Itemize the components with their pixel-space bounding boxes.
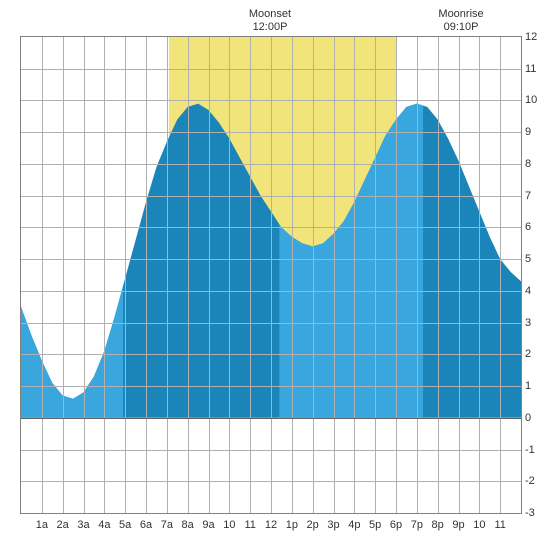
x-tick-label: 10 xyxy=(223,519,235,531)
grid-v xyxy=(63,37,64,513)
x-tick-label: 5a xyxy=(119,519,131,531)
x-tick-label: 7p xyxy=(411,519,423,531)
x-tick-label: 1a xyxy=(36,519,48,531)
y-tick-label: 0 xyxy=(525,412,543,424)
grid-v xyxy=(104,37,105,513)
y-tick-label: 3 xyxy=(525,317,543,329)
grid-h xyxy=(21,259,521,260)
grid-v xyxy=(334,37,335,513)
y-tick-label: 1 xyxy=(525,380,543,392)
x-tick-label: 8a xyxy=(182,519,194,531)
grid-v xyxy=(250,37,251,513)
tide-moon-chart: Moonset 12:00P Moonrise 09:10P 121110987… xyxy=(8,8,542,542)
grid-h xyxy=(21,450,521,451)
grid-v xyxy=(146,37,147,513)
grid-v xyxy=(417,37,418,513)
y-tick-label: 5 xyxy=(525,253,543,265)
y-tick-label: -3 xyxy=(525,507,543,519)
grid-v xyxy=(479,37,480,513)
grid-v xyxy=(438,37,439,513)
grid-v xyxy=(292,37,293,513)
grid-v xyxy=(459,37,460,513)
grid-v xyxy=(167,37,168,513)
tide-curve-light xyxy=(21,286,123,418)
x-tick-label: 3a xyxy=(77,519,89,531)
y-tick-label: -2 xyxy=(525,475,543,487)
x-tick-label: 10 xyxy=(473,519,485,531)
moonrise-time: 09:10P xyxy=(431,21,491,34)
moonset-time: 12:00P xyxy=(240,21,300,34)
grid-v xyxy=(229,37,230,513)
y-tick-label: 2 xyxy=(525,348,543,360)
x-tick-label: 2p xyxy=(307,519,319,531)
grid-v xyxy=(84,37,85,513)
grid-h xyxy=(21,196,521,197)
x-tick-label: 11 xyxy=(244,519,255,531)
x-tick-label: 5p xyxy=(369,519,381,531)
y-tick-label: 9 xyxy=(525,126,543,138)
grid-h xyxy=(21,69,521,70)
grid-h xyxy=(21,100,521,101)
moonset-label: Moonset 12:00P xyxy=(240,8,300,34)
moonrise-text: Moonrise xyxy=(431,8,491,21)
x-tick-label: 11 xyxy=(494,519,505,531)
x-tick-label: 9p xyxy=(452,519,464,531)
grid-h xyxy=(21,291,521,292)
grid-h xyxy=(21,227,521,228)
x-tick-label: 12 xyxy=(265,519,277,531)
x-tick-label: 6p xyxy=(390,519,402,531)
x-tick-label: 6a xyxy=(140,519,152,531)
y-tick-label: 6 xyxy=(525,221,543,233)
y-tick-label: 7 xyxy=(525,190,543,202)
grid-v xyxy=(188,37,189,513)
grid-h xyxy=(21,354,521,355)
moonrise-label: Moonrise 09:10P xyxy=(431,8,491,34)
grid-v xyxy=(313,37,314,513)
plot-area: 1211109876543210-1-2-3 1a2a3a4a5a6a7a8a9… xyxy=(20,36,522,514)
x-tick-label: 7a xyxy=(161,519,173,531)
x-tick-label: 1p xyxy=(286,519,298,531)
grid-h xyxy=(21,164,521,165)
zero-line xyxy=(21,418,521,419)
grid-v xyxy=(271,37,272,513)
y-tick-label: -1 xyxy=(525,444,543,456)
x-tick-label: 4p xyxy=(348,519,360,531)
grid-h xyxy=(21,481,521,482)
grid-h xyxy=(21,386,521,387)
x-tick-label: 9a xyxy=(202,519,214,531)
grid-h xyxy=(21,323,521,324)
grid-h xyxy=(21,132,521,133)
grid-v xyxy=(354,37,355,513)
y-tick-label: 12 xyxy=(525,31,543,43)
x-tick-label: 3p xyxy=(327,519,339,531)
grid-v xyxy=(42,37,43,513)
x-tick-label: 4a xyxy=(98,519,110,531)
grid-v xyxy=(396,37,397,513)
x-tick-label: 8p xyxy=(432,519,444,531)
y-tick-label: 10 xyxy=(525,94,543,106)
x-tick-label: 2a xyxy=(57,519,69,531)
grid-v xyxy=(500,37,501,513)
grid-v xyxy=(375,37,376,513)
y-tick-label: 4 xyxy=(525,285,543,297)
grid-v xyxy=(125,37,126,513)
y-tick-label: 11 xyxy=(525,63,543,75)
grid-v xyxy=(209,37,210,513)
moonset-text: Moonset xyxy=(240,8,300,21)
chart-header: Moonset 12:00P Moonrise 09:10P xyxy=(8,8,542,36)
y-tick-label: 8 xyxy=(525,158,543,170)
